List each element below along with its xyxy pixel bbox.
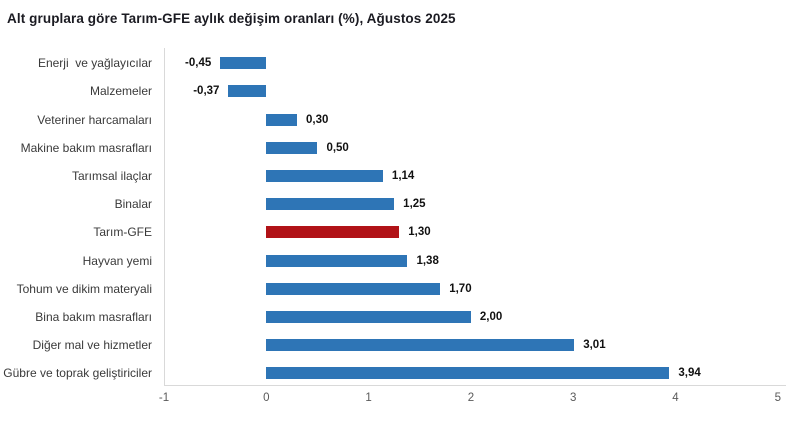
- bar-value-label: 3,01: [583, 339, 606, 352]
- bar: [266, 113, 297, 126]
- bar-highlight: [266, 226, 400, 239]
- bar-value-label: 1,25: [403, 198, 426, 211]
- bar-value-label: -0,45: [185, 57, 212, 70]
- x-tick-label: -1: [158, 392, 170, 404]
- bar-value-label: 1,14: [391, 169, 415, 182]
- bar-value-label: 1,70: [449, 282, 472, 295]
- category-label: Makine bakım masrafları: [20, 140, 152, 155]
- chart-title: Alt gruplara göre Tarım-GFE aylık değişi…: [7, 11, 456, 26]
- x-axis-line: [164, 385, 786, 386]
- category-label: Tarım-GFE: [93, 225, 152, 240]
- bar-value-label: 0,30: [305, 113, 329, 126]
- category-label: Binalar: [114, 197, 152, 212]
- bar-value-label: 3,94: [678, 367, 701, 380]
- category-label: Gübre ve toprak geliştiriciler: [3, 366, 152, 381]
- category-label: Tohum ve dikim materyali: [16, 281, 152, 296]
- bar: [266, 310, 471, 323]
- bar: [266, 198, 395, 211]
- x-tick-label: 0: [263, 392, 270, 404]
- bar-value-label: 0,50: [326, 141, 349, 154]
- bar-value-label: -0,37: [193, 85, 220, 98]
- x-tick-label: 2: [467, 392, 475, 404]
- category-label: Diğer mal ve hizmetler: [32, 338, 152, 353]
- bar: [266, 169, 383, 182]
- category-label: Tarımsal ilaçlar: [71, 168, 152, 183]
- bar-value-label: 1,38: [416, 254, 439, 267]
- category-label: Enerji ve yağlayıcılar: [37, 56, 152, 71]
- category-label: Hayvan yemi: [82, 253, 152, 268]
- bar: [266, 282, 441, 295]
- category-label: Bina bakım masrafları: [35, 309, 152, 324]
- y-axis-line: [164, 48, 165, 385]
- bar: [266, 367, 670, 380]
- bar-value-label: 2,00: [479, 310, 503, 323]
- x-tick-label: 1: [365, 392, 372, 404]
- bar: [228, 85, 267, 98]
- bar-value-label: 1,30: [408, 226, 431, 239]
- x-tick-label: 5: [774, 392, 781, 404]
- category-label: Malzemeler: [89, 84, 152, 99]
- bar: [266, 141, 318, 154]
- x-tick-label: 3: [569, 392, 577, 404]
- bar: [266, 254, 408, 267]
- bar: [220, 57, 267, 70]
- category-label: Veteriner harcamaları: [37, 112, 152, 127]
- x-tick-label: 4: [672, 392, 679, 404]
- bar: [266, 339, 575, 352]
